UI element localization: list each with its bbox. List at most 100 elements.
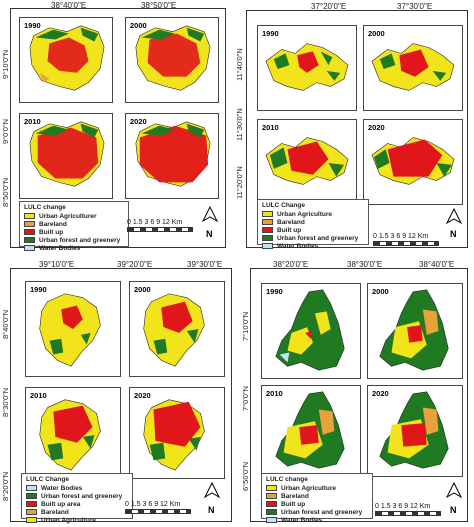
top-coord-2: 37°30'0"E [397,2,433,11]
map-shape [265,137,349,185]
legend-label: Urban Agriculture [281,484,337,492]
swatch [26,485,37,491]
swatch [262,243,273,249]
map-2010: 2010 [19,113,113,199]
legend-item: Urban forest and greenery [262,234,364,242]
legend-label: Built up [39,228,64,236]
north-arrow-icon [443,207,465,237]
map-shape [143,293,205,367]
top-coord-2: 38°50'0"E [141,1,177,10]
year-label: 2000 [130,21,147,30]
scale-label: 0 1.5 3 6 9 12 Km [375,503,431,510]
map-shape [265,43,349,91]
year-label: 2010 [24,117,41,126]
left-coord-2: 8°30'0"N [1,387,10,417]
year-label: 2020 [372,389,389,398]
map-shape [135,121,211,187]
year-label: 2020 [134,391,151,400]
legend-item: Water Bodies [266,516,368,524]
legend-label: Water Bodies [277,242,319,250]
legend-item: Bareland [26,508,128,516]
legend-item: Bareland [266,492,368,500]
scale-bar: 0 1.5 3 6 9 12 Km [127,219,193,232]
swatch [266,509,277,515]
scale-bar: 0 1.5 3 6 9 12 Km [375,503,441,516]
map-shape [135,25,211,91]
map-2010: 2010 [261,385,361,477]
year-label: 1990 [262,29,279,38]
map-2010: 2010 [257,119,357,205]
swatch [262,235,273,241]
legend-label: Water Bodies [281,516,323,524]
legend-item: Built up area [26,500,128,508]
swatch [24,213,35,219]
map-2000: 2000 [129,281,225,377]
panel-a: 38°40'0"E 38°50'0"E 9°10'0"N 9°0'0"N 8°5… [1,1,226,252]
legend-title: LULC Change [26,476,69,483]
map-1990: 1990 [261,283,361,379]
panel-b: 37°20'0"E 37°30'0"E 11°40'0"N 11°30'0"N … [235,2,468,250]
swatch [24,237,35,243]
map-2020: 2020 [125,113,219,199]
legend-item: Water Bodies [24,244,124,252]
north-label: N [450,505,457,515]
scale-ruler [127,227,193,232]
legend-label: Water Bodies [39,244,81,252]
year-label: 2010 [262,123,279,132]
legend-item: Built up [24,228,124,236]
legend-label: Bareland [281,492,309,500]
scale-label: 0 1.5 3 6 9 12 Km [125,501,181,508]
legend-item: Urban Agriculture [266,484,368,492]
map-1990: 1990 [19,17,113,103]
legend: LULC Change Water Bodies Urban forest an… [21,473,133,524]
map-2000: 2000 [125,17,219,103]
legend-item: Built up [266,500,368,508]
left-coord-3: 8°50'0"N [1,177,10,207]
left-coord-2: 7°0'0"N [241,385,250,411]
map-shape [379,391,449,469]
legend-item: Bareland [262,218,364,226]
north-arrow-icon [443,481,465,511]
scale-label: 0 1.5 3 6 9 12 Km [373,233,429,240]
left-coord-1: 11°40'0"N [235,48,244,81]
legend-label: Urban forest and greenery [281,508,363,516]
top-coord-3: 39°30'0"E [187,260,223,269]
map-shape [371,43,455,91]
swatch [26,517,37,523]
swatch [24,221,35,227]
north-label: N [206,229,213,239]
year-label: 2010 [266,389,283,398]
year-label: 2000 [134,285,151,294]
legend-item: Urban forest and greenery [26,492,128,500]
map-1990: 1990 [25,281,121,377]
year-label: 2020 [130,117,147,126]
top-coord-2: 38°30'0"E [347,260,383,269]
year-label: 1990 [30,285,47,294]
legend-label: Bareland [277,218,305,226]
scale-bar: 0 1.5 3 6 9 12 Km [373,233,439,246]
year-label: 2010 [30,391,47,400]
swatch [26,501,37,507]
map-shape [275,391,345,469]
map-shape [29,121,105,187]
swatch [24,245,35,251]
left-coord-1: 9°10'0"N [1,49,10,79]
map-shape [379,289,449,371]
swatch [262,211,273,217]
top-coord-2: 39°20'0"E [117,260,153,269]
legend-item: Urban forest and greenery [24,236,124,244]
left-coord-1: 8°40'0"N [1,309,10,339]
legend-label: Built up area [41,500,81,508]
map-2000: 2000 [367,283,463,379]
map-shape [39,399,101,471]
scale-bar: 0 1.5 3 6 9 12 Km [125,501,191,514]
year-label: 1990 [266,287,283,296]
top-coord-3: 38°40'0"E [419,260,455,269]
legend-label: Urban Agriculturer [39,212,97,220]
swatch [262,219,273,225]
map-2000: 2000 [363,25,463,111]
left-coord-3: 6°50'0"N [241,461,250,491]
legend: LULC Change Urban Agriculture Bareland B… [257,199,369,250]
left-coord-2: 11°30'0"N [235,108,244,141]
legend-label: Bareland [39,220,67,228]
